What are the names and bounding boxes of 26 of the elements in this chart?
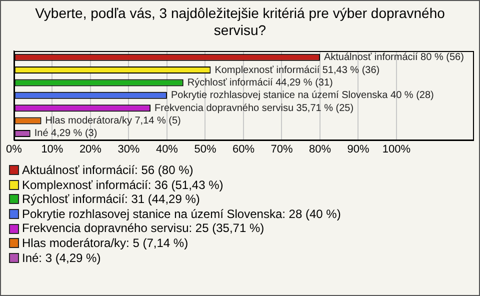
- x-tick-label: 90%: [347, 143, 370, 156]
- data-label: Pokrytie rozhlasovej stanice na území Slovenska 40 % (28): [170, 90, 434, 102]
- x-tick-label: 70%: [270, 143, 293, 156]
- x-tick-label: 20%: [79, 143, 102, 156]
- legend-label: Pokrytie rozhlasovej stanice na území Slovenska: 28 (40 %): [22, 206, 341, 222]
- legend-label: Komplexnosť informácií: 36 (51,43 %): [22, 178, 224, 192]
- x-tick-label: 60%: [232, 143, 255, 156]
- data-label: Aktuálnosť informácií 80 % (56): [324, 52, 464, 64]
- data-label: Komplexnosť informácií 51,43 % (36): [214, 64, 380, 76]
- legend-label: Iné: 3 (4,29 %): [22, 250, 101, 266]
- x-tick-label: 0%: [6, 143, 22, 156]
- data-label: Hlas moderátora/ky 7,14 % (5): [45, 116, 181, 127]
- data-label: Rýchlosť informácií 44,29 % (31): [187, 77, 333, 88]
- legend-label: Aktuálnosť informácií: 56 (80 %): [22, 163, 194, 178]
- x-tick-label: 100%: [382, 143, 411, 156]
- x-tick-label: 50%: [194, 143, 216, 156]
- legend-label: Hlas moderátora/ky: 5 (7,14 %): [22, 236, 188, 251]
- x-tick-label: 30%: [118, 143, 140, 156]
- x-tick-label: 40%: [156, 143, 178, 156]
- x-tick-label: 10%: [41, 143, 64, 156]
- x-tick-label: 80%: [308, 143, 332, 156]
- chart-title: Vyberte, podľa vás, 3 najdôležitejšie kritériá pre výber dopravného servisu?: [34, 4, 446, 40]
- data-label: Iné 4,29 % (3): [34, 128, 98, 140]
- legend-label: Frekvencia dopravného servisu: 25 (35,71 %): [22, 221, 264, 236]
- legend-label: Rýchlosť informácií: 31 (44,29 %): [22, 192, 200, 207]
- data-label: Frekvencia dopravného servisu 35,71 % (25): [154, 102, 354, 114]
